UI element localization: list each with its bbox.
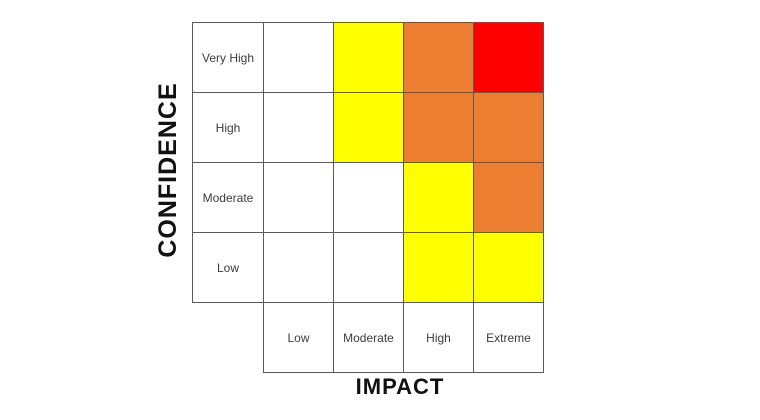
column-label-low: Low [263,302,334,373]
matrix-cell [403,92,474,163]
matrix-row-moderate: Moderate [192,162,544,233]
matrix-table: Very High High Moderate Lo [192,22,544,373]
matrix-row-low: Low [192,232,544,303]
row-label-very-high: Very High [192,22,264,93]
matrix-row-very-high: Very High [192,22,544,93]
matrix-cell [333,162,404,233]
matrix-row-high: High [192,92,544,163]
corner-spacer [193,303,264,373]
row-label-low: Low [192,232,264,303]
row-label-moderate: Moderate [192,162,264,233]
matrix-cell [473,22,544,93]
matrix-cell [403,22,474,93]
matrix-cell [263,22,334,93]
matrix-cell [403,232,474,303]
matrix-cell [263,232,334,303]
column-label-extreme: Extreme [473,302,544,373]
column-labels-row: Low Moderate High Extreme [193,302,544,373]
matrix-cell [333,232,404,303]
matrix-cell [263,162,334,233]
matrix-cell [473,92,544,163]
column-label-moderate: Moderate [333,302,404,373]
matrix-cell [263,92,334,163]
x-axis-title: IMPACT [355,374,445,399]
matrix-cell [403,162,474,233]
column-label-high: High [403,302,474,373]
matrix-cell [473,162,544,233]
matrix-cell [333,92,404,163]
matrix-cell [473,232,544,303]
y-axis-title: CONFIDENCE [154,82,182,258]
matrix-cell [333,22,404,93]
row-label-high: High [192,92,264,163]
